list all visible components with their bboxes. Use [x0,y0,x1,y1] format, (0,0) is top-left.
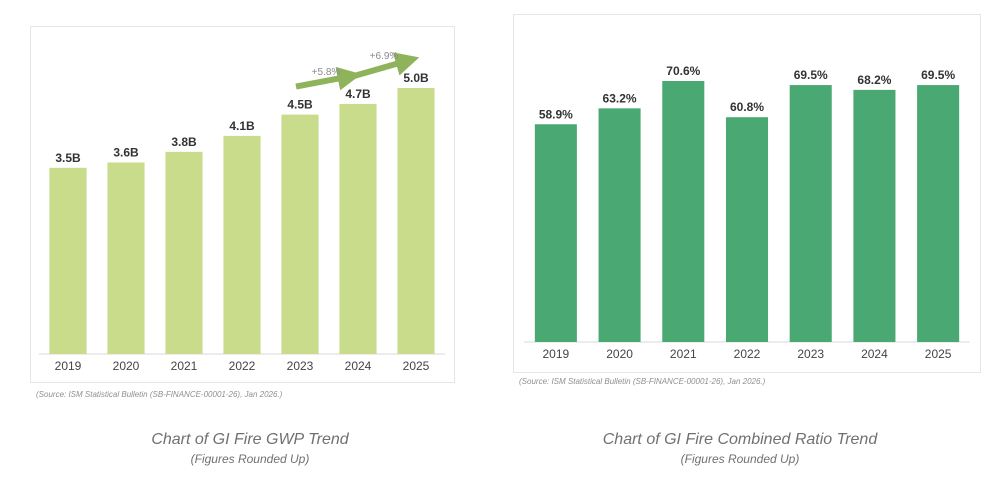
x-tick-label-2023: 2023 [287,359,314,373]
gwp-chart-panel: 3.5B 2019 3.6B 2020 3.8B 2021 4.1B 2022 4.5B 2023… [30,26,455,383]
x-tick-label-2019: 2019 [55,359,82,373]
combined-ratio-source-note: (Source: ISM Statistical Bulletin (SB-FI… [519,377,766,386]
combined-ratio-chart-panel: 58.9% 2019 63.2% 2020 70.6% 2021 60.8% 2022 69.5… [513,14,981,373]
bar-2019 [49,167,87,354]
data-label-2022: 4.1B [229,119,255,133]
bar-2022 [725,117,769,342]
bar-2020 [598,108,641,343]
data-label-2025: 69.5% [921,68,955,82]
bar-2021 [165,151,203,354]
x-tick-label-2025: 2025 [403,359,430,373]
bar-2019 [534,124,577,342]
growth-arrow-2024 [295,66,362,91]
combined-ratio-chart-subtitle: (Figures Rounded Up) [680,452,800,466]
bar-2023 [281,114,319,354]
bar-2020 [107,162,145,354]
data-label-2022: 60.8% [730,100,764,114]
growth-annotation-2025: +6.9% [370,51,399,62]
gwp-bar-chart: 3.5B 2019 3.6B 2020 3.8B 2021 4.1B 2022 4.5B 2023… [39,51,445,373]
bar-2024 [853,89,896,342]
x-tick-label-2021: 2021 [670,347,697,361]
x-tick-label-2022: 2022 [734,347,761,361]
x-tick-label-2024: 2024 [861,347,888,361]
bar-2025 [397,88,435,354]
data-label-2020: 3.6B [113,145,139,159]
gwp-source-note: (Source: ISM Statistical Bulletin (SB-FI… [36,390,283,399]
x-tick-label-2023: 2023 [797,347,824,361]
data-label-2020: 63.2% [603,91,637,105]
x-tick-label-2025: 2025 [925,347,952,361]
data-label-2023: 4.5B [287,98,313,112]
bar-2021 [662,81,705,342]
gwp-chart-caption: Chart of GI Fire GWP Trend (Figures Roun… [60,431,440,466]
data-label-2025: 5.0B [403,71,429,85]
data-label-2024: 68.2% [857,73,891,87]
combined-ratio-chart-caption: Chart of GI Fire Combined Ratio Trend (F… [540,431,940,466]
data-label-2021: 70.6% [666,64,700,78]
x-tick-label-2022: 2022 [229,359,256,373]
gwp-chart-subtitle: (Figures Rounded Up) [190,452,310,466]
bar-2025 [917,85,960,342]
data-label-2019: 58.9% [539,107,573,121]
x-tick-label-2021: 2021 [171,359,198,373]
data-label-2023: 69.5% [794,68,828,82]
combined-ratio-chart-title: Chart of GI Fire Combined Ratio Trend [602,431,878,448]
x-tick-label-2019: 2019 [543,347,570,361]
bar-2022 [223,135,261,354]
gwp-chart-title: Chart of GI Fire GWP Trend [151,431,349,448]
x-tick-label-2024: 2024 [345,359,372,373]
bar-2024 [339,103,377,355]
bar-2023 [789,85,832,342]
data-label-2019: 3.5B [55,151,81,165]
data-label-2021: 3.8B [171,135,197,149]
x-tick-label-2020: 2020 [113,359,140,373]
growth-arrow-2025 [353,52,420,79]
data-label-2024: 4.7B [345,87,371,101]
growth-annotation-2024: +5.8% [312,67,341,78]
combined-ratio-bar-chart: 58.9% 2019 63.2% 2020 70.6% 2021 60.8% 2022 69.5… [524,64,970,361]
x-tick-label-2020: 2020 [606,347,633,361]
